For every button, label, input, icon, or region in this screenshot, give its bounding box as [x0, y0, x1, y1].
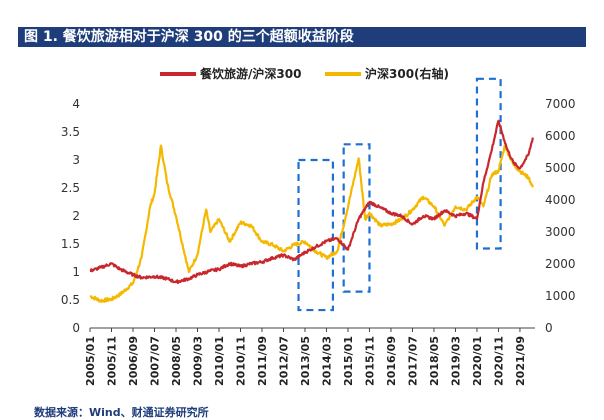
x-tick-label: 2019/03 [449, 336, 462, 386]
y-right-tick-label: 3000 [545, 225, 576, 239]
y-right-tick-label: 4000 [545, 193, 576, 207]
x-tick-label: 2013/05 [299, 336, 312, 386]
y-right-tick-label: 6000 [545, 129, 576, 143]
x-tick-label: 2018/05 [428, 336, 441, 386]
x-tick-label: 2015/11 [363, 336, 376, 386]
series-layer [89, 119, 534, 303]
y-right-tick-label: 2000 [545, 257, 576, 271]
y-left-tick-label: 0.5 [61, 293, 80, 307]
data-source: 数据来源：Wind、财通证券研究所 [34, 406, 209, 419]
y-left-tick-label: 2 [72, 209, 80, 223]
y-left-tick-label: 3 [72, 153, 80, 167]
x-tick-label: 2012/07 [277, 336, 290, 386]
x-tick-label: 2020/11 [492, 336, 505, 386]
annotation-boxes [297, 77, 502, 312]
x-tick-label: 2005/01 [84, 336, 97, 386]
axes: 0 0.5 1 1.5 2 2.5 3 3.5 4 0 1000 2000 3000 4000 5000 60… [61, 97, 576, 386]
x-tick-label: 2010/11 [234, 336, 247, 386]
x-tick-label: 2016/09 [385, 336, 398, 386]
y-left-tick-label: 1 [72, 265, 80, 279]
chart: 0 0.5 1 1.5 2 2.5 3 3.5 4 0 1000 2000 3000 4000 5000 60… [61, 66, 576, 386]
x-tick-label: 2017/07 [406, 336, 419, 386]
series-line-0 [89, 119, 534, 285]
y-left-tick-label: 2.5 [61, 181, 80, 195]
x-tick-label: 2008/05 [170, 336, 183, 386]
y-left-tick-label: 1.5 [61, 237, 80, 251]
legend: 餐饮旅游/沪深300 沪深300(右轴) [160, 66, 449, 81]
x-tick-label: 2009/03 [191, 336, 204, 386]
y-left-tick-label: 4 [72, 97, 80, 111]
y-right-tick-label: 1000 [545, 289, 576, 303]
x-tick-label: 2007/07 [148, 336, 161, 386]
y-left-tick-label: 0 [72, 321, 80, 335]
x-tick-label: 2005/11 [105, 336, 118, 386]
annotation-box-2 [342, 143, 371, 293]
annotation-box-1 [297, 158, 335, 312]
y-right-tick-label: 5000 [545, 161, 576, 175]
legend-label-0: 餐饮旅游/沪深300 [200, 66, 301, 81]
x-tick-label: 2010/01 [213, 336, 226, 386]
legend-label-1: 沪深300(右轴) [365, 66, 449, 81]
y-right-tick-label: 7000 [545, 97, 576, 111]
x-tick-label: 2011/09 [256, 336, 269, 386]
y-left-tick-label: 3.5 [61, 125, 80, 139]
x-tick-label: 2006/09 [127, 336, 140, 386]
x-tick-label: 2021/09 [514, 336, 527, 386]
x-tick-label: 2015/01 [342, 336, 355, 386]
figure-title: 图 1. 餐饮旅游相对于沪深 300 的三个超额收益阶段 [18, 27, 586, 47]
x-tick-label: 2014/03 [320, 336, 333, 386]
y-right-tick-label: 0 [545, 321, 553, 335]
x-tick-label: 2020/01 [471, 336, 484, 386]
